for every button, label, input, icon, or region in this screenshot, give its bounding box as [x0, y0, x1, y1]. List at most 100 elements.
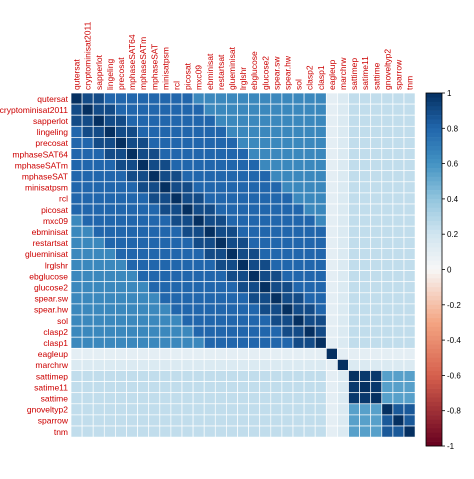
colorbar-segment — [426, 207, 442, 213]
heatmap-cell — [370, 414, 383, 427]
heatmap-cell — [103, 414, 116, 427]
heatmap-cell — [159, 114, 172, 127]
heatmap-cell — [292, 181, 305, 194]
heatmap-cell — [370, 236, 383, 249]
colorbar-segment — [426, 110, 442, 116]
heatmap-cell — [337, 347, 349, 360]
heatmap-cell — [381, 259, 394, 271]
heatmap-cell — [203, 381, 216, 394]
heatmap-cell — [237, 325, 249, 338]
heatmap-cell — [70, 192, 83, 205]
heatmap-cell — [381, 292, 394, 305]
heatmap-cell — [292, 225, 305, 238]
colorbar-segment — [426, 401, 442, 407]
heatmap-cell — [181, 414, 194, 427]
heatmap-cell — [214, 248, 227, 260]
heatmap-cell — [181, 381, 194, 394]
heatmap-cell — [159, 303, 172, 316]
heatmap-cell — [81, 148, 94, 160]
heatmap-cell — [359, 125, 372, 138]
heatmap-cell — [248, 114, 261, 127]
colorbar-segment — [426, 415, 442, 420]
row-label: ebglucose — [29, 271, 68, 281]
heatmap-cell — [126, 392, 138, 405]
heatmap-cell — [214, 92, 227, 105]
heatmap-cell — [81, 325, 94, 338]
heatmap-cell — [348, 347, 360, 360]
heatmap-cell — [70, 159, 83, 172]
heatmap-cell — [92, 92, 105, 105]
heatmap-cell — [248, 148, 261, 160]
heatmap-cell — [237, 192, 249, 205]
heatmap-cell — [259, 281, 272, 294]
heatmap-cell — [170, 225, 183, 238]
heatmap-cell — [148, 392, 161, 405]
heatmap-cell — [103, 170, 116, 183]
heatmap-cell — [303, 181, 316, 194]
heatmap-cell — [314, 181, 327, 194]
column-label: mphaseSAT — [149, 44, 159, 90]
heatmap-cell — [325, 425, 338, 438]
heatmap-cell — [348, 92, 360, 105]
heatmap-cell — [403, 281, 416, 294]
heatmap-cell — [348, 359, 360, 371]
heatmap-cell — [137, 137, 150, 149]
heatmap-cell — [137, 336, 150, 349]
heatmap-cell — [325, 325, 338, 338]
heatmap-cell — [270, 292, 283, 305]
heatmap-cell — [248, 125, 261, 138]
heatmap-cell — [214, 192, 227, 205]
heatmap-cell — [70, 236, 83, 249]
heatmap-cell — [226, 336, 238, 349]
row-label: marchrw — [35, 360, 68, 370]
heatmap-cell — [226, 114, 238, 127]
heatmap-cell — [292, 159, 305, 172]
row-label: sparrow — [38, 416, 69, 426]
column-label: ebminisat — [205, 53, 215, 90]
heatmap-cell — [281, 314, 294, 327]
heatmap-cell — [148, 225, 161, 238]
heatmap-cell — [392, 236, 405, 249]
heatmap-cell — [92, 148, 105, 160]
column-label: restartsat — [216, 54, 226, 90]
colorbar-segment — [426, 185, 442, 191]
heatmap-cell — [115, 92, 127, 105]
heatmap-cell — [170, 303, 183, 316]
heatmap-cell — [392, 92, 405, 105]
heatmap-cell — [226, 325, 238, 338]
heatmap-cell — [137, 248, 150, 260]
heatmap-cell — [92, 314, 105, 327]
heatmap-cell — [303, 347, 316, 360]
heatmap-cell — [359, 325, 372, 338]
heatmap-cell — [126, 181, 138, 194]
heatmap-cell — [314, 381, 327, 394]
column-label: sattimep — [349, 58, 359, 90]
heatmap-cell — [226, 137, 238, 149]
heatmap-cell — [103, 336, 116, 349]
column-label: rcl — [171, 81, 181, 90]
heatmap-cell — [148, 403, 161, 416]
heatmap-cell — [192, 170, 205, 183]
heatmap-cell — [337, 381, 349, 394]
heatmap-cell — [126, 192, 138, 205]
heatmap-cell — [103, 203, 116, 216]
heatmap-cell — [126, 103, 138, 116]
heatmap-cell — [381, 137, 394, 149]
heatmap-cell — [148, 92, 161, 105]
heatmap-cell — [81, 114, 94, 127]
heatmap-cell — [237, 414, 249, 427]
heatmap-cell — [137, 214, 150, 227]
heatmap-cell — [181, 347, 194, 360]
heatmap-cell — [403, 259, 416, 271]
heatmap-cell — [248, 203, 261, 216]
heatmap-cell — [292, 248, 305, 260]
heatmap-cell — [148, 181, 161, 194]
heatmap-cell — [303, 325, 316, 338]
heatmap-cell — [303, 248, 316, 260]
heatmap-cell — [381, 392, 394, 405]
heatmap-cell — [81, 236, 94, 249]
heatmap-cell — [203, 225, 216, 238]
heatmap-cell — [92, 103, 105, 116]
heatmap-cell — [237, 148, 249, 160]
